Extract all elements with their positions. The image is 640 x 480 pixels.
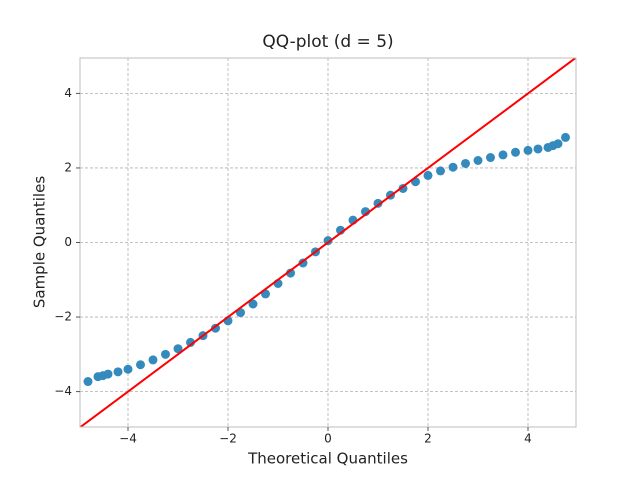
point <box>186 337 195 347</box>
point <box>83 377 93 387</box>
point <box>561 132 570 142</box>
point <box>103 369 113 379</box>
point <box>123 364 133 374</box>
point <box>448 162 458 172</box>
point <box>473 156 483 165</box>
point <box>423 170 433 180</box>
x-axis-label: Theoretical Quantiles <box>247 450 408 468</box>
point <box>298 258 308 268</box>
x-tick-label: −2 <box>219 432 237 446</box>
point <box>373 198 383 208</box>
point <box>461 158 470 168</box>
y-axis-label: Sample Quantiles <box>31 176 49 308</box>
point <box>398 183 408 193</box>
y-tick-label: 4 <box>64 86 72 100</box>
point <box>136 360 145 370</box>
point <box>286 268 295 278</box>
x-tick-label: −4 <box>119 432 137 446</box>
point <box>523 145 533 155</box>
x-tick-label: 4 <box>524 432 532 446</box>
chart-title: QQ-plot (d = 5) <box>262 32 393 52</box>
point <box>511 147 520 157</box>
y-tick-label: 0 <box>64 235 72 249</box>
point <box>533 144 543 154</box>
point <box>323 236 333 246</box>
point <box>161 349 170 359</box>
point <box>553 139 563 149</box>
x-tick-label: 2 <box>424 432 432 446</box>
point <box>113 367 123 377</box>
reference-line <box>80 58 576 427</box>
y-tick-label: 2 <box>64 160 72 174</box>
x-tick-label: 0 <box>324 432 332 446</box>
point <box>436 166 445 176</box>
y-tick-label: −2 <box>54 310 72 324</box>
point <box>148 355 158 365</box>
plot-area <box>80 58 576 427</box>
point <box>211 323 220 333</box>
point <box>248 299 258 309</box>
y-tick-label: −4 <box>54 384 72 398</box>
point <box>486 153 495 163</box>
point <box>173 344 183 354</box>
point <box>498 150 508 160</box>
